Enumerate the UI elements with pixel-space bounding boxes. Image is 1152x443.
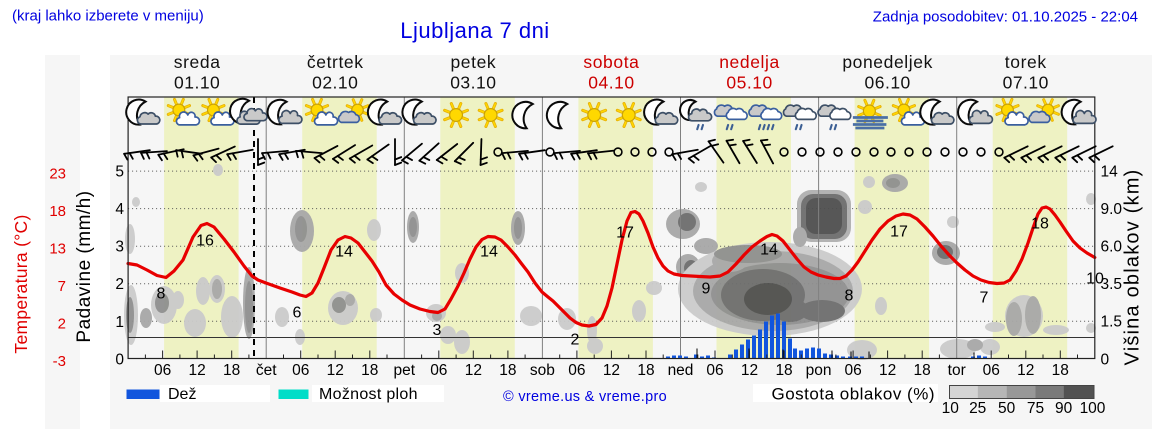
- svg-text:pon: pon: [806, 362, 832, 379]
- svg-text:18: 18: [1052, 362, 1069, 379]
- svg-text:sobota: sobota: [583, 52, 639, 72]
- svg-text:9: 9: [702, 281, 711, 298]
- svg-text:-3: -3: [53, 353, 66, 370]
- svg-text:25: 25: [969, 400, 986, 417]
- svg-text:3: 3: [433, 322, 442, 339]
- svg-text:© vreme.us & vreme.pro: © vreme.us & vreme.pro: [503, 389, 667, 405]
- svg-text:12: 12: [1017, 362, 1034, 379]
- svg-text:12: 12: [327, 362, 344, 379]
- svg-text:14: 14: [480, 244, 498, 261]
- svg-text:18: 18: [1031, 216, 1049, 233]
- svg-text:17: 17: [616, 225, 634, 242]
- svg-text:18: 18: [223, 362, 240, 379]
- svg-text:04.10: 04.10: [588, 73, 634, 93]
- svg-text:18: 18: [499, 362, 516, 379]
- svg-text:12: 12: [189, 362, 206, 379]
- svg-text:12: 12: [603, 362, 620, 379]
- svg-text:0: 0: [115, 351, 124, 368]
- svg-text:2: 2: [115, 276, 124, 293]
- svg-text:Višina oblakov (km): Višina oblakov (km): [1122, 169, 1144, 366]
- svg-text:12: 12: [465, 362, 482, 379]
- svg-text:3.5: 3.5: [1101, 276, 1123, 293]
- svg-text:14: 14: [335, 244, 353, 261]
- svg-text:18: 18: [637, 362, 654, 379]
- svg-text:06: 06: [845, 362, 862, 379]
- svg-text:16: 16: [196, 233, 214, 250]
- svg-text:3: 3: [115, 239, 124, 256]
- svg-text:pet: pet: [394, 362, 416, 379]
- svg-text:03.10: 03.10: [450, 73, 496, 93]
- svg-text:50: 50: [998, 400, 1016, 417]
- svg-text:18: 18: [361, 362, 378, 379]
- svg-text:ned: ned: [668, 362, 694, 379]
- svg-text:8: 8: [845, 288, 854, 305]
- svg-text:6: 6: [293, 305, 302, 322]
- svg-text:1.5: 1.5: [1101, 314, 1123, 331]
- svg-text:13: 13: [49, 241, 66, 258]
- svg-text:1: 1: [115, 314, 124, 331]
- svg-text:Padavine (mm/h): Padavine (mm/h): [74, 190, 95, 342]
- svg-text:9.0: 9.0: [1101, 201, 1123, 218]
- svg-text:06: 06: [983, 362, 1000, 379]
- svg-text:7: 7: [980, 290, 989, 307]
- svg-text:06: 06: [430, 362, 447, 379]
- svg-text:14: 14: [1101, 164, 1119, 181]
- svg-text:čet: čet: [256, 362, 277, 379]
- svg-text:Dež: Dež: [168, 386, 196, 403]
- svg-text:2: 2: [58, 316, 66, 333]
- svg-text:17: 17: [890, 224, 908, 241]
- svg-text:10: 10: [1086, 271, 1104, 288]
- svg-text:02.10: 02.10: [312, 73, 358, 93]
- svg-text:12: 12: [879, 362, 896, 379]
- svg-text:(kraj lahko izberete v meniju): (kraj lahko izberete v meniju): [12, 8, 204, 25]
- svg-text:tor: tor: [948, 362, 966, 379]
- svg-text:0: 0: [1101, 351, 1110, 368]
- svg-text:8: 8: [157, 286, 166, 303]
- svg-text:Zadnja posodobitev: 01.10.2025: Zadnja posodobitev: 01.10.2025 - 22:04: [873, 9, 1138, 26]
- svg-text:torek: torek: [1005, 52, 1047, 72]
- svg-text:Temperatura (°C): Temperatura (°C): [11, 214, 31, 353]
- svg-text:ponedeljek: ponedeljek: [842, 52, 933, 72]
- svg-text:18: 18: [49, 203, 66, 220]
- svg-text:14: 14: [760, 242, 778, 259]
- svg-text:23: 23: [49, 166, 66, 183]
- svg-text:sreda: sreda: [174, 52, 221, 72]
- svg-text:Možnost ploh: Možnost ploh: [319, 386, 418, 403]
- svg-text:6.0: 6.0: [1101, 239, 1123, 256]
- svg-text:75: 75: [1027, 400, 1044, 417]
- svg-text:10: 10: [942, 400, 960, 417]
- svg-text:7: 7: [58, 278, 66, 295]
- svg-text:nedelja: nedelja: [719, 52, 780, 72]
- svg-text:06: 06: [154, 362, 171, 379]
- svg-text:06.10: 06.10: [865, 73, 911, 93]
- svg-text:06: 06: [706, 362, 723, 379]
- svg-text:sob: sob: [530, 362, 555, 379]
- svg-text:100: 100: [1080, 400, 1106, 417]
- svg-text:06: 06: [568, 362, 585, 379]
- svg-text:18: 18: [914, 362, 931, 379]
- svg-text:5: 5: [115, 164, 124, 181]
- svg-text:Ljubljana 7 dni: Ljubljana 7 dni: [400, 18, 549, 43]
- svg-text:2: 2: [571, 332, 580, 349]
- svg-text:Gostota oblakov (%): Gostota oblakov (%): [771, 385, 935, 404]
- svg-text:12: 12: [741, 362, 758, 379]
- svg-text:05.10: 05.10: [726, 73, 772, 93]
- svg-text:01.10: 01.10: [174, 73, 220, 93]
- svg-text:18: 18: [775, 362, 792, 379]
- svg-text:07.10: 07.10: [1003, 73, 1049, 93]
- svg-text:4: 4: [115, 201, 124, 218]
- svg-text:90: 90: [1055, 400, 1073, 417]
- svg-text:petek: petek: [450, 52, 496, 72]
- svg-text:06: 06: [292, 362, 309, 379]
- svg-text:četrtek: četrtek: [307, 52, 364, 72]
